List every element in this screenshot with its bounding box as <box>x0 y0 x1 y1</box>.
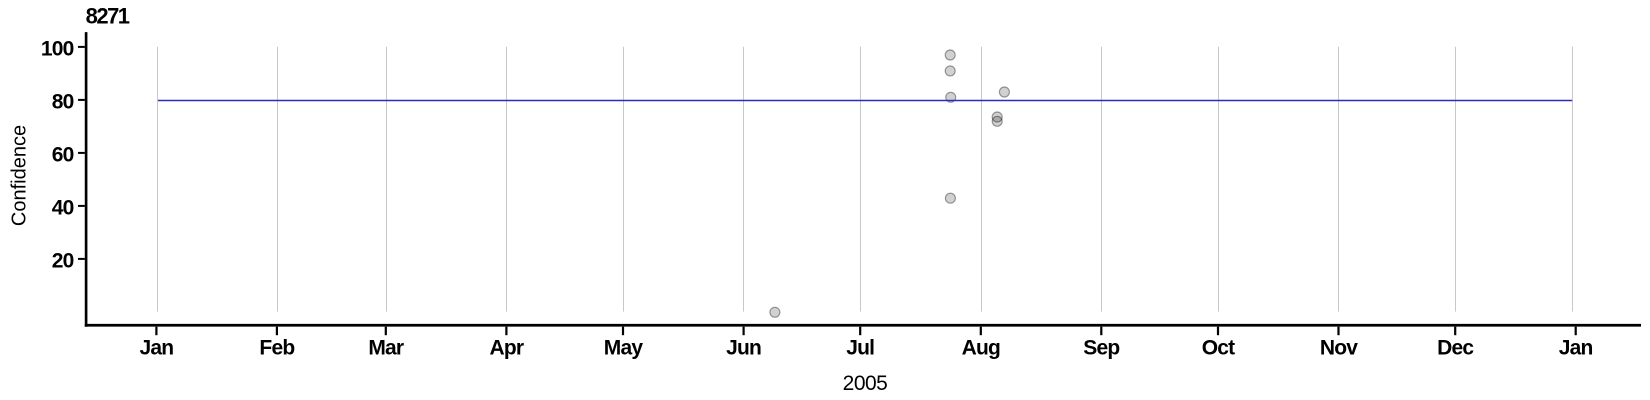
svg-text:Dec: Dec <box>1437 337 1474 360</box>
svg-text:Mar: Mar <box>368 337 404 360</box>
svg-text:Jan: Jan <box>140 337 174 360</box>
svg-text:Apr: Apr <box>490 337 524 360</box>
svg-text:Jun: Jun <box>726 337 761 360</box>
svg-text:80: 80 <box>52 91 74 114</box>
svg-text:Oct: Oct <box>1202 337 1235 360</box>
svg-text:8271: 8271 <box>86 3 130 28</box>
svg-text:Aug: Aug <box>962 337 1000 360</box>
svg-text:Jul: Jul <box>846 337 874 360</box>
svg-text:Nov: Nov <box>1320 337 1358 360</box>
svg-text:100: 100 <box>41 38 74 61</box>
svg-text:2005: 2005 <box>843 372 888 395</box>
svg-text:Feb: Feb <box>259 337 294 360</box>
svg-text:Jan: Jan <box>1559 337 1593 360</box>
svg-text:May: May <box>604 337 644 360</box>
svg-text:20: 20 <box>52 250 74 273</box>
svg-text:Confidence: Confidence <box>9 125 31 226</box>
svg-text:40: 40 <box>52 197 74 220</box>
svg-text:60: 60 <box>52 144 74 167</box>
svg-text:Sep: Sep <box>1083 337 1119 360</box>
